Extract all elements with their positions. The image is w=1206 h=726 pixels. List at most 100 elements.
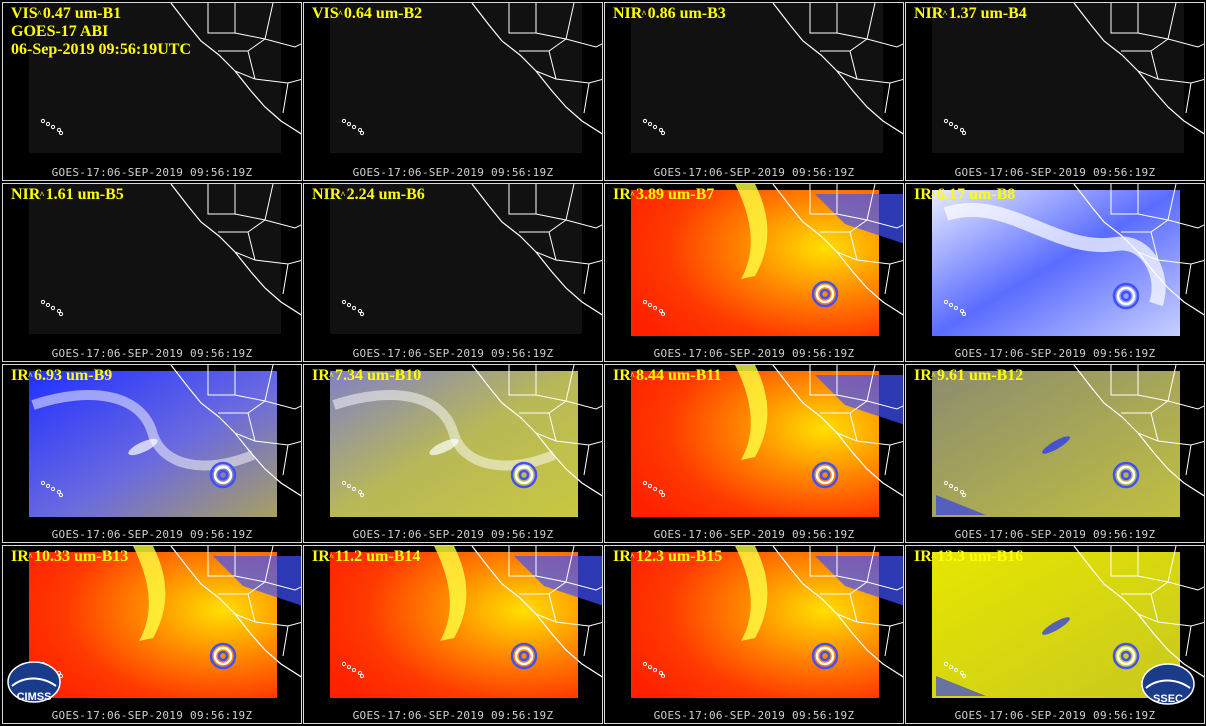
band-wavelength: 13.3 um-B16	[937, 548, 1024, 565]
hurricane-feature	[811, 280, 839, 308]
tick-mark: ^	[39, 190, 45, 200]
panel-timestamp: GOES-17:06-SEP-2019 09:56:19Z	[954, 347, 1156, 360]
hurricane-feature	[1112, 461, 1140, 489]
panel-timestamp: GOES-17:06-SEP-2019 09:56:19Z	[954, 709, 1156, 722]
tick-mark: ^	[328, 552, 335, 562]
band-label: VIS^0.47 um-B1	[11, 5, 121, 23]
tick-mark: ^	[942, 9, 948, 19]
cimss-logo: CIMSS	[6, 660, 62, 713]
band-type: IR	[312, 548, 330, 565]
band-label: IR^3.89 um-B7	[613, 186, 714, 204]
band-type: NIR	[613, 5, 643, 22]
panel-timestamp: GOES-17:06-SEP-2019 09:56:19Z	[51, 166, 253, 179]
panel-timestamp: GOES-17:06-SEP-2019 09:56:19Z	[653, 347, 855, 360]
band-label: IR^8.44 um-B11	[613, 367, 721, 385]
band-wavelength: 6.93 um-B9	[34, 367, 113, 384]
panel-timestamp: GOES-17:06-SEP-2019 09:56:19Z	[51, 528, 253, 541]
tick-mark: ^	[337, 9, 343, 19]
band-panel: IR^8.44 um-B11 GOES-17:06-SEP-2019 09:56:…	[604, 364, 904, 543]
band-type: NIR	[312, 186, 342, 203]
band-wavelength: 3.89 um-B7	[636, 186, 715, 203]
satellite-image	[330, 546, 602, 698]
satellite-image	[29, 3, 301, 153]
tick-mark: ^	[340, 190, 346, 200]
tick-mark: ^	[629, 552, 636, 562]
band-type: IR	[914, 548, 932, 565]
band-wavelength: 0.86 um-B3	[647, 5, 726, 22]
band-wavelength: 7.34 um-B10	[335, 367, 422, 384]
band-wavelength: 10.33 um-B13	[34, 548, 129, 565]
panel-timestamp: GOES-17:06-SEP-2019 09:56:19Z	[51, 347, 253, 360]
satellite-image	[932, 184, 1204, 336]
satellite-image	[932, 365, 1204, 517]
tick-mark: ^	[328, 371, 335, 381]
band-type: IR	[914, 186, 932, 203]
band-type: NIR	[11, 186, 41, 203]
satellite-image	[330, 184, 602, 334]
panel-timestamp: GOES-17:06-SEP-2019 09:56:19Z	[954, 166, 1156, 179]
tick-mark: ^	[930, 190, 937, 200]
panel-timestamp: GOES-17:06-SEP-2019 09:56:19Z	[352, 528, 554, 541]
panel-timestamp: GOES-17:06-SEP-2019 09:56:19Z	[352, 166, 554, 179]
satellite-image	[631, 3, 903, 153]
band-wavelength: 11.2 um-B14	[335, 548, 421, 565]
band-label: IR^7.34 um-B10	[312, 367, 421, 385]
band-wavelength: 9.61 um-B12	[937, 367, 1024, 384]
band-panel: IR^3.89 um-B7 GOES-17:06-SEP-2019 09:56:1…	[604, 183, 904, 362]
tick-mark: ^	[36, 9, 42, 19]
band-panel: IR^6.17 um-B8 GOES-17:06-SEP-2019 09:56:1…	[905, 183, 1205, 362]
band-wavelength: 8.44 um-B11	[636, 367, 722, 384]
panel-timestamp: GOES-17:06-SEP-2019 09:56:19Z	[51, 709, 253, 722]
band-panel: IR^13.3 um-B16 GOES-17:06-SEP-2019 09:56:…	[905, 545, 1205, 724]
band-type: IR	[613, 548, 631, 565]
satellite-image	[631, 365, 903, 517]
hurricane-feature	[1112, 282, 1140, 310]
tick-mark: ^	[629, 371, 636, 381]
band-label: IR^12.3 um-B15	[613, 548, 722, 566]
band-type: IR	[312, 367, 330, 384]
hurricane-feature	[1112, 642, 1140, 670]
hurricane-feature	[209, 461, 237, 489]
band-panel: NIR^2.24 um-B6 GOES-17:06-SEP-2019 09:56:…	[303, 183, 603, 362]
panel-timestamp: GOES-17:06-SEP-2019 09:56:19Z	[653, 528, 855, 541]
band-wavelength: 1.37 um-B4	[948, 5, 1027, 22]
svg-text:SSEC: SSEC	[1153, 693, 1183, 705]
svg-text:CIMSS: CIMSS	[17, 691, 52, 703]
band-panel: IR^12.3 um-B15 GOES-17:06-SEP-2019 09:56:…	[604, 545, 904, 724]
satellite-name: GOES-17 ABI	[11, 23, 109, 40]
band-label: NIR^1.37 um-B4	[914, 5, 1027, 23]
band-type: IR	[914, 367, 932, 384]
band-panel: IR^6.93 um-B9 GOES-17:06-SEP-2019 09:56:1…	[2, 364, 302, 543]
band-label: IR^13.3 um-B16	[914, 548, 1023, 566]
panel-timestamp: GOES-17:06-SEP-2019 09:56:19Z	[653, 166, 855, 179]
satellite-image	[29, 546, 301, 698]
band-type: IR	[11, 367, 29, 384]
band-panel: VIS^0.47 um-B1 GOES-17 ABI 06-Sep-2019 09:…	[2, 2, 302, 181]
band-panel: NIR^1.61 um-B5 GOES-17:06-SEP-2019 09:56:…	[2, 183, 302, 362]
band-wavelength: 0.64 um-B2	[343, 5, 423, 22]
hurricane-feature	[209, 642, 237, 670]
satellite-image	[330, 365, 602, 517]
band-type: IR	[613, 186, 631, 203]
band-type: NIR	[914, 5, 944, 22]
tick-mark: ^	[629, 190, 636, 200]
image-datetime: 06-Sep-2019 09:56:19UTC	[11, 41, 191, 58]
satellite-image	[631, 184, 903, 336]
band-label: VIS^0.64 um-B2	[312, 5, 422, 23]
band-panel: IR^10.33 um-B13 GOES-17:06-SEP-2019 09:56…	[2, 545, 302, 724]
satellite-image	[932, 546, 1204, 698]
band-wavelength: 6.17 um-B8	[937, 186, 1016, 203]
hurricane-feature	[510, 642, 538, 670]
tick-mark: ^	[930, 371, 937, 381]
band-label: NIR^0.86 um-B3	[613, 5, 726, 23]
band-panel: IR^9.61 um-B12 GOES-17:06-SEP-2019 09:56:…	[905, 364, 1205, 543]
satellite-image	[29, 365, 301, 517]
band-wavelength: 12.3 um-B15	[636, 548, 723, 565]
band-label: IR^11.2 um-B14	[312, 548, 420, 566]
band-type: IR	[11, 548, 29, 565]
band-type: VIS	[11, 5, 38, 22]
tick-mark: ^	[27, 552, 34, 562]
tick-mark: ^	[930, 552, 937, 562]
band-label: IR^9.61 um-B12	[914, 367, 1023, 385]
